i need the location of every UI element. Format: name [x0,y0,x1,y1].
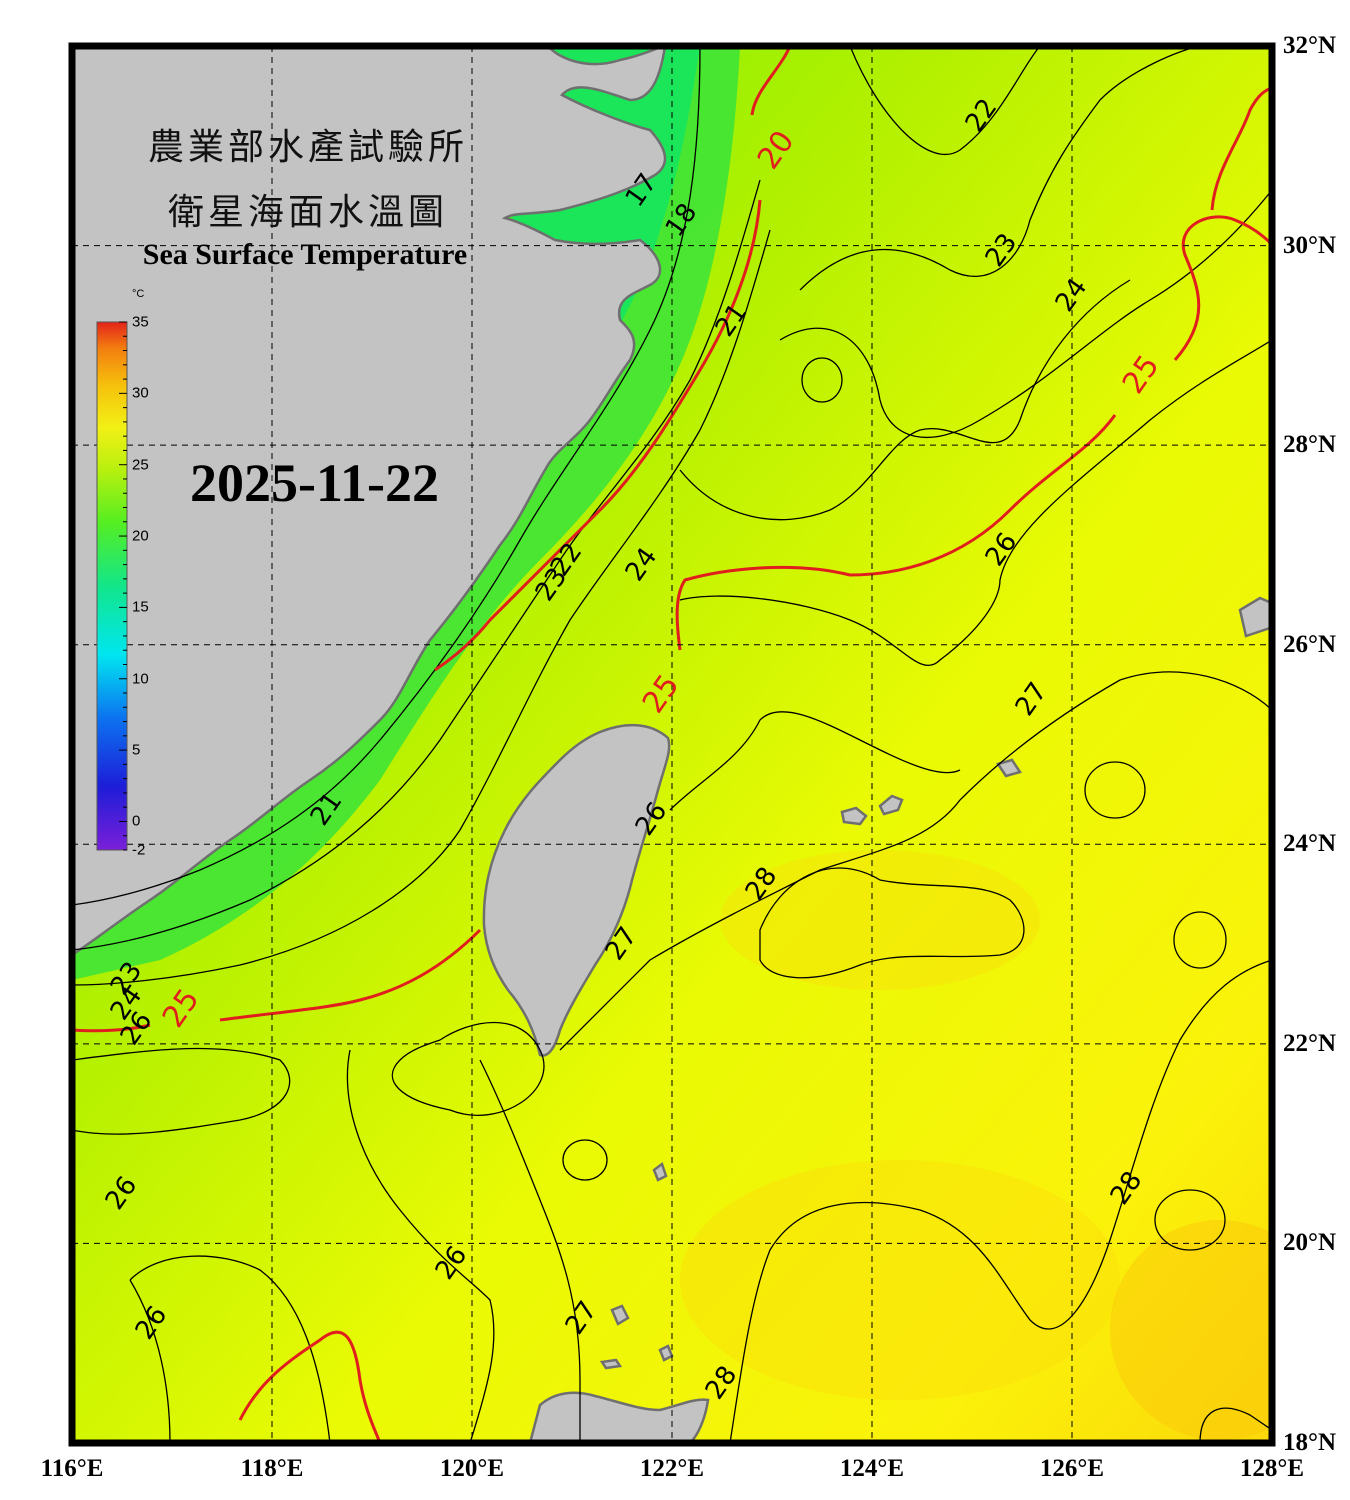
isotherm-closed [1084,761,1146,819]
isotherm-closed [801,357,843,403]
contour-lines [72,46,1272,1443]
isotherm-20-red [750,46,792,116]
isotherm-20-red-b [434,199,762,672]
latitude-label: 32°N [1283,32,1337,59]
isotherm-25-red-c [1210,86,1272,211]
longitude-label: 124°E [839,1455,905,1482]
isotherm-27b [669,711,961,811]
title-line-1: 農業部水產試驗所 [147,127,468,168]
ryukyu-island [878,794,904,816]
isotherm-26b [679,339,1272,667]
map-frame [68,42,1276,1447]
isotherm-26 [72,1047,291,1135]
isotherm-24 [779,189,1272,439]
latitude-label: 22°N [1283,1029,1337,1057]
longitude-label: 128°E [1239,1455,1305,1482]
colorbar-tick-label: 10 [132,670,149,688]
taiwan-island [482,723,671,1057]
isotherm-25-red-d [72,1023,151,1033]
title-english: Sea Surface Temperature [142,238,468,271]
isotherm-23 [799,46,1201,291]
ryukyu-island [840,806,868,826]
graticule [72,46,1272,1443]
longitude-label: 120°E [439,1455,505,1482]
colorbar-tick-label: -2 [132,841,146,859]
isotherm-25-red-f [238,1330,382,1443]
latitude-label: 20°N [1283,1229,1337,1257]
colorbar-tick-label: 30 [132,384,149,402]
colorbar-tick-label: 0 [132,812,141,830]
isotherm-26e [129,1255,331,1443]
land [72,46,1272,1443]
isotherm-27c [479,1059,581,1443]
isotherm-26c [391,1021,545,1116]
longitude-label: 122°E [639,1455,705,1482]
colorbar-tick-label: 20 [132,527,149,545]
isotherm-25-red-e [219,928,482,1022]
isotherm-28 [759,867,1025,979]
warm-patch [1110,1220,1272,1440]
isotherm-23b [72,229,771,986]
latitude-label: 24°N [1283,830,1337,858]
ryukyu-island [996,758,1022,778]
isotherm-27 [559,671,1272,1051]
small-island [610,1304,630,1326]
isotherm-26d [346,1049,495,1443]
latitude-label: 28°N [1283,431,1337,459]
small-island [652,1161,668,1182]
isotherm-24b [679,279,1131,521]
latitude-label: 26°N [1283,630,1337,658]
warm-patch [720,850,1040,990]
luzon-island [528,1391,710,1443]
colorbar-tick-label: 15 [132,598,149,616]
latitude-label: 30°N [1283,231,1337,259]
isotherm-22 [849,46,1041,156]
isotherm-closed [562,1139,608,1181]
longitude-label: 126°E [1039,1455,1105,1482]
isotherm-28b [729,959,1272,1443]
small-island [599,1358,623,1370]
red-isotherms [72,46,1272,1443]
isotherm-closed [1173,911,1227,969]
latitude-label: 18°N [1283,1429,1337,1456]
longitude-label: 116°E [40,1455,104,1482]
colorbar-unit: °C [132,288,145,300]
colorbar-tick-marks [119,321,127,851]
colorbar-tick-label: 25 [132,456,149,474]
colorbar-tick-label: 35 [132,313,149,331]
date-label: 2025-11-22 [190,453,439,513]
china-mainland [72,46,667,957]
ryukyu-island [1238,596,1272,638]
colorbar [96,321,128,851]
warm-patch [680,1160,1120,1400]
isotherm-26f [129,1279,171,1443]
isotherm-25-red [675,414,1117,651]
isotherm-closed [1154,1189,1226,1251]
isotherm-22b [72,179,761,951]
longitude-label: 118°E [240,1455,304,1482]
isotherm-25-red-b [1173,215,1272,361]
title-line-2: 衛星海面水溫圖 [167,192,448,233]
isotherm-21 [72,46,701,906]
colorbar-tick-label: 5 [132,741,141,759]
isotherm-28c [1199,1407,1272,1443]
